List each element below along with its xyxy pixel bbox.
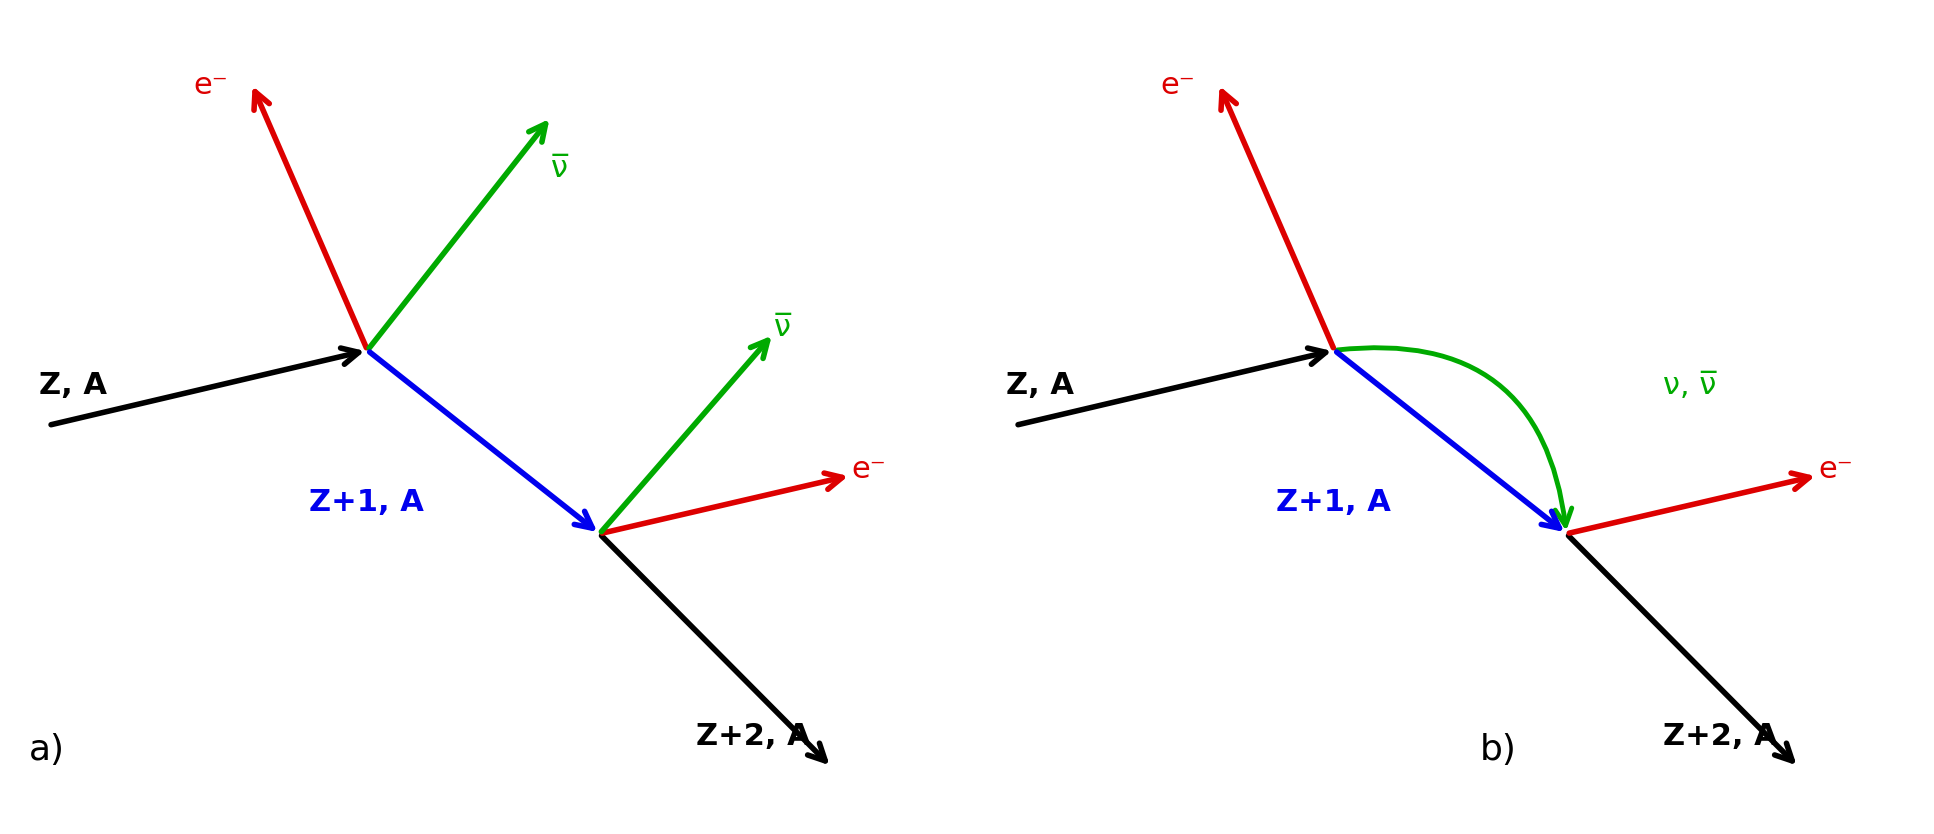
Text: Z+1, A: Z+1, A (309, 488, 424, 517)
Text: b): b) (1480, 733, 1516, 767)
Text: Z+1, A: Z+1, A (1276, 488, 1391, 517)
Text: Z+2, A: Z+2, A (1663, 721, 1777, 751)
Text: e⁻: e⁻ (1160, 71, 1195, 100)
Text: e⁻: e⁻ (193, 71, 228, 100)
Text: e⁻: e⁻ (1818, 455, 1853, 484)
FancyArrowPatch shape (1336, 348, 1572, 525)
Text: a): a) (29, 733, 66, 767)
Text: Z, A: Z, A (39, 371, 106, 400)
Text: e⁻: e⁻ (851, 455, 886, 484)
Text: ν̅: ν̅ (774, 313, 791, 342)
Text: ν̅: ν̅ (551, 154, 569, 183)
Text: Z, A: Z, A (1006, 371, 1073, 400)
Text: ν, ν̅: ν, ν̅ (1663, 371, 1717, 400)
Text: Z+2, A: Z+2, A (696, 721, 810, 751)
